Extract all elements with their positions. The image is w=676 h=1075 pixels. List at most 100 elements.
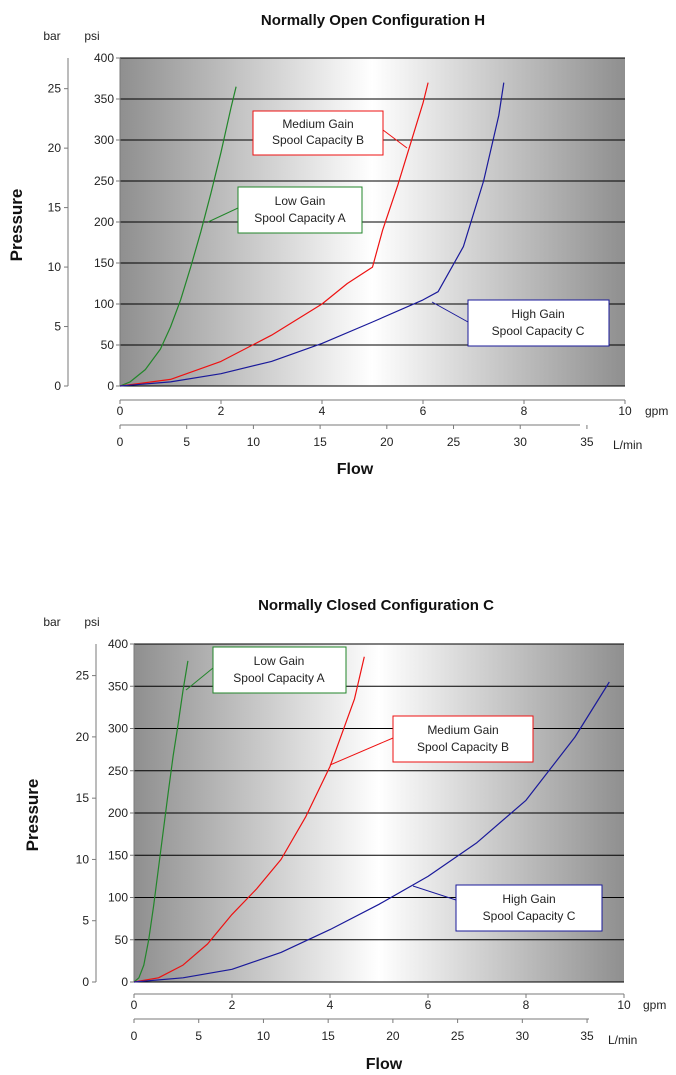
lmin-tick-label: 30 (514, 435, 528, 449)
callout-line-1: High Gain (502, 892, 555, 906)
psi-tick-label: 350 (94, 92, 114, 106)
lmin-tick-labels: 0 5 10 15 20 25 30 35 (131, 1019, 594, 1043)
lmin-tick-label: 0 (131, 1029, 138, 1043)
callout-line-2: Spool Capacity C (483, 909, 576, 923)
lmin-tick-label: 10 (247, 435, 261, 449)
psi-tick-label: 100 (94, 297, 114, 311)
callout-low-gain: Low Gain Spool Capacity A (207, 186, 363, 234)
x-axis-label: Flow (366, 1056, 403, 1073)
lmin-tick-labels: 0 5 10 15 20 25 30 35 (117, 425, 594, 449)
lmin-tick-label: 5 (183, 435, 190, 449)
x-bottom-unit: L/min (608, 1033, 637, 1047)
lmin-tick-label: 20 (386, 1029, 400, 1043)
psi-tick-label: 200 (94, 215, 114, 229)
bar-tick-label: 10 (48, 260, 62, 274)
chart-title: Normally Open Configuration H (261, 12, 485, 29)
series-line-low-gain (119, 86, 237, 387)
lmin-tick-label: 35 (580, 1029, 594, 1043)
gpm-tick-label: 0 (131, 998, 138, 1012)
bar-tick-label: 15 (76, 791, 90, 805)
bar-tick-label: 25 (48, 82, 62, 96)
lmin-tick-label: 30 (516, 1029, 530, 1043)
bar-tick-label: 25 (76, 669, 90, 683)
leader-line (382, 129, 408, 149)
y-axis-label: Pressure (7, 189, 26, 262)
psi-tick-label: 150 (108, 848, 128, 862)
gpm-tick-label: 4 (319, 404, 326, 418)
leader-line (431, 301, 469, 323)
callout-medium-gain: Medium Gain Spool Capacity B (252, 110, 408, 156)
y-left-unit: bar (43, 29, 60, 43)
leader-line (185, 667, 214, 691)
psi-tick-label: 0 (121, 975, 128, 989)
leader-line (412, 885, 457, 901)
psi-tick-labels: 0 50 100 150 200 250 300 350 400 (108, 637, 134, 989)
psi-tick-label: 300 (94, 133, 114, 147)
gpm-tick-labels: 0 2 4 6 8 10 (117, 400, 632, 418)
series-line-low-gain (133, 660, 189, 983)
psi-tick-label: 350 (108, 679, 128, 693)
callout-line-1: Medium Gain (427, 723, 498, 737)
x-top-unit: gpm (643, 998, 666, 1012)
callout-low-gain: Low Gain Spool Capacity A (185, 646, 347, 694)
callout-line-2: Spool Capacity B (417, 740, 509, 754)
gpm-tick-label: 2 (229, 998, 236, 1012)
y-right-unit: psi (84, 615, 99, 629)
x-top-unit: gpm (645, 404, 668, 418)
psi-tick-label: 50 (115, 933, 129, 947)
bar-tick-label: 0 (82, 975, 89, 989)
psi-tick-label: 400 (108, 637, 128, 651)
psi-tick-label: 250 (108, 764, 128, 778)
bar-tick-label: 20 (76, 730, 90, 744)
gpm-tick-label: 8 (521, 404, 528, 418)
callout-line-1: Low Gain (254, 654, 305, 668)
series-line-high-gain (133, 681, 610, 983)
psi-tick-label: 200 (108, 806, 128, 820)
callout-line-1: High Gain (511, 307, 564, 321)
bar-tick-label: 5 (54, 320, 61, 334)
lmin-tick-label: 15 (313, 435, 327, 449)
leader-line (207, 207, 239, 223)
psi-tick-label: 300 (108, 722, 128, 736)
psi-tick-label: 0 (107, 379, 114, 393)
chart-normally-closed: Normally Closed Configuration C bar psi … (23, 597, 666, 1073)
lmin-tick-label: 5 (195, 1029, 202, 1043)
psi-tick-label: 50 (101, 338, 115, 352)
chart-normally-open: Normally Open Configuration H bar psi Pr… (7, 12, 668, 478)
chart-title: Normally Closed Configuration C (258, 597, 494, 614)
callout-line-2: Spool Capacity A (233, 671, 324, 685)
bar-tick-label: 10 (76, 852, 90, 866)
bar-tick-label: 0 (54, 379, 61, 393)
lmin-tick-label: 20 (380, 435, 394, 449)
gpm-tick-label: 0 (117, 404, 124, 418)
callout-medium-gain: Medium Gain Spool Capacity B (329, 715, 534, 766)
lmin-tick-label: 25 (447, 435, 461, 449)
gpm-tick-labels: 0 2 4 6 8 10 (131, 994, 631, 1012)
gpm-tick-label: 10 (618, 404, 632, 418)
bar-tick-labels: 0 5 10 15 20 25 (48, 82, 68, 393)
callout-line-2: Spool Capacity A (254, 211, 345, 225)
callout-line-2: Spool Capacity C (492, 324, 585, 338)
bar-tick-label: 20 (48, 141, 62, 155)
bar-tick-label: 5 (82, 914, 89, 928)
callout-line-1: Low Gain (275, 194, 326, 208)
psi-tick-label: 150 (94, 256, 114, 270)
bar-tick-label: 15 (48, 201, 62, 215)
series-lines (119, 82, 505, 387)
y-left-unit: bar (43, 615, 60, 629)
lmin-tick-label: 0 (117, 435, 124, 449)
bar-tick-labels: 0 5 10 15 20 25 (76, 669, 96, 989)
gpm-tick-label: 10 (617, 998, 631, 1012)
gpm-tick-label: 8 (523, 998, 530, 1012)
callout-box (392, 715, 534, 763)
lmin-tick-label: 10 (257, 1029, 271, 1043)
lmin-tick-label: 25 (451, 1029, 465, 1043)
x-bottom-unit: L/min (613, 438, 642, 452)
series-line-medium-gain (119, 82, 429, 387)
callout-box (455, 884, 603, 932)
callout-box (237, 186, 363, 234)
gpm-tick-label: 6 (420, 404, 427, 418)
callout-line-2: Spool Capacity B (272, 133, 364, 147)
callout-box (467, 299, 610, 347)
lmin-tick-label: 15 (321, 1029, 335, 1043)
